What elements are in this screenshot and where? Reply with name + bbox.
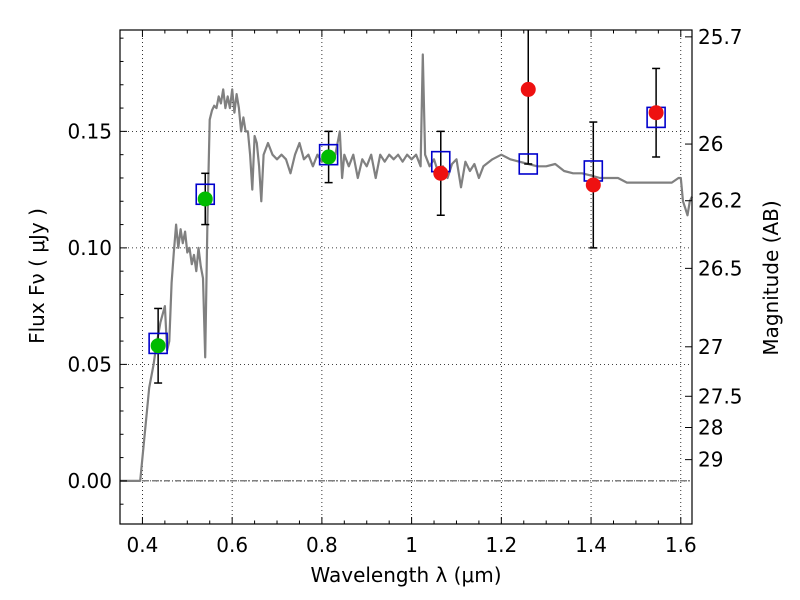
observed-point-green <box>321 149 337 165</box>
mag-tick-label: 26.5 <box>698 256 743 280</box>
model-sed-line <box>120 53 693 482</box>
plot-frame <box>119 29 693 525</box>
observed-point-red <box>433 165 449 181</box>
mag-tick-label: 29 <box>698 448 723 472</box>
mag-tick-label: 25.7 <box>698 25 743 49</box>
magnitude-axis-title: Magnitude (AB) <box>759 200 783 355</box>
observed-point-red <box>520 81 536 97</box>
y-tick-label: 0.05 <box>67 352 112 376</box>
x-tick-label: 0.8 <box>306 533 338 557</box>
y-tick-label: 0.00 <box>67 469 112 493</box>
x-tick-label: 0.4 <box>127 533 159 557</box>
model-photometry-square <box>518 153 539 175</box>
observed-point-green <box>150 338 166 354</box>
mag-tick-label: 26 <box>698 132 723 156</box>
y-tick-labels: 0.00 0.05 0.10 0.15 <box>67 119 112 493</box>
observed-points <box>150 81 664 354</box>
x-tick-label: 0.6 <box>216 533 248 557</box>
y-tick-label: 0.10 <box>67 236 112 260</box>
model-photometry-square <box>318 143 339 166</box>
x-tick-label: 1.6 <box>665 533 697 557</box>
error-bars <box>154 30 661 384</box>
magnitude-tick-labels: 25.7 26 26.2 26.5 27 27.5 28 29 <box>698 25 743 472</box>
model-photometry-squares <box>148 106 666 355</box>
observed-point-red <box>648 105 664 121</box>
mag-tick-label: 28 <box>698 416 723 440</box>
x-tick-labels: 0.4 0.6 0.8 1 1.2 1.4 1.6 <box>127 533 697 557</box>
x-axis-title: Wavelength λ (μm) <box>310 563 501 587</box>
y-tick-label: 0.15 <box>67 119 112 143</box>
observed-point-red <box>585 177 601 193</box>
y-axis-title: Flux Fν ( μJy ) <box>25 208 49 344</box>
axis-ticks <box>119 30 692 524</box>
model-sed-layer <box>120 53 693 482</box>
mag-tick-label: 27 <box>698 335 723 359</box>
x-tick-label: 1.2 <box>485 533 517 557</box>
observed-point-green <box>197 191 213 207</box>
x-tick-label: 1 <box>405 533 418 557</box>
mag-tick-label: 27.5 <box>698 384 743 408</box>
model-photometry-square <box>148 332 168 355</box>
x-tick-label: 1.4 <box>575 533 607 557</box>
mag-tick-label: 26.2 <box>698 189 743 213</box>
